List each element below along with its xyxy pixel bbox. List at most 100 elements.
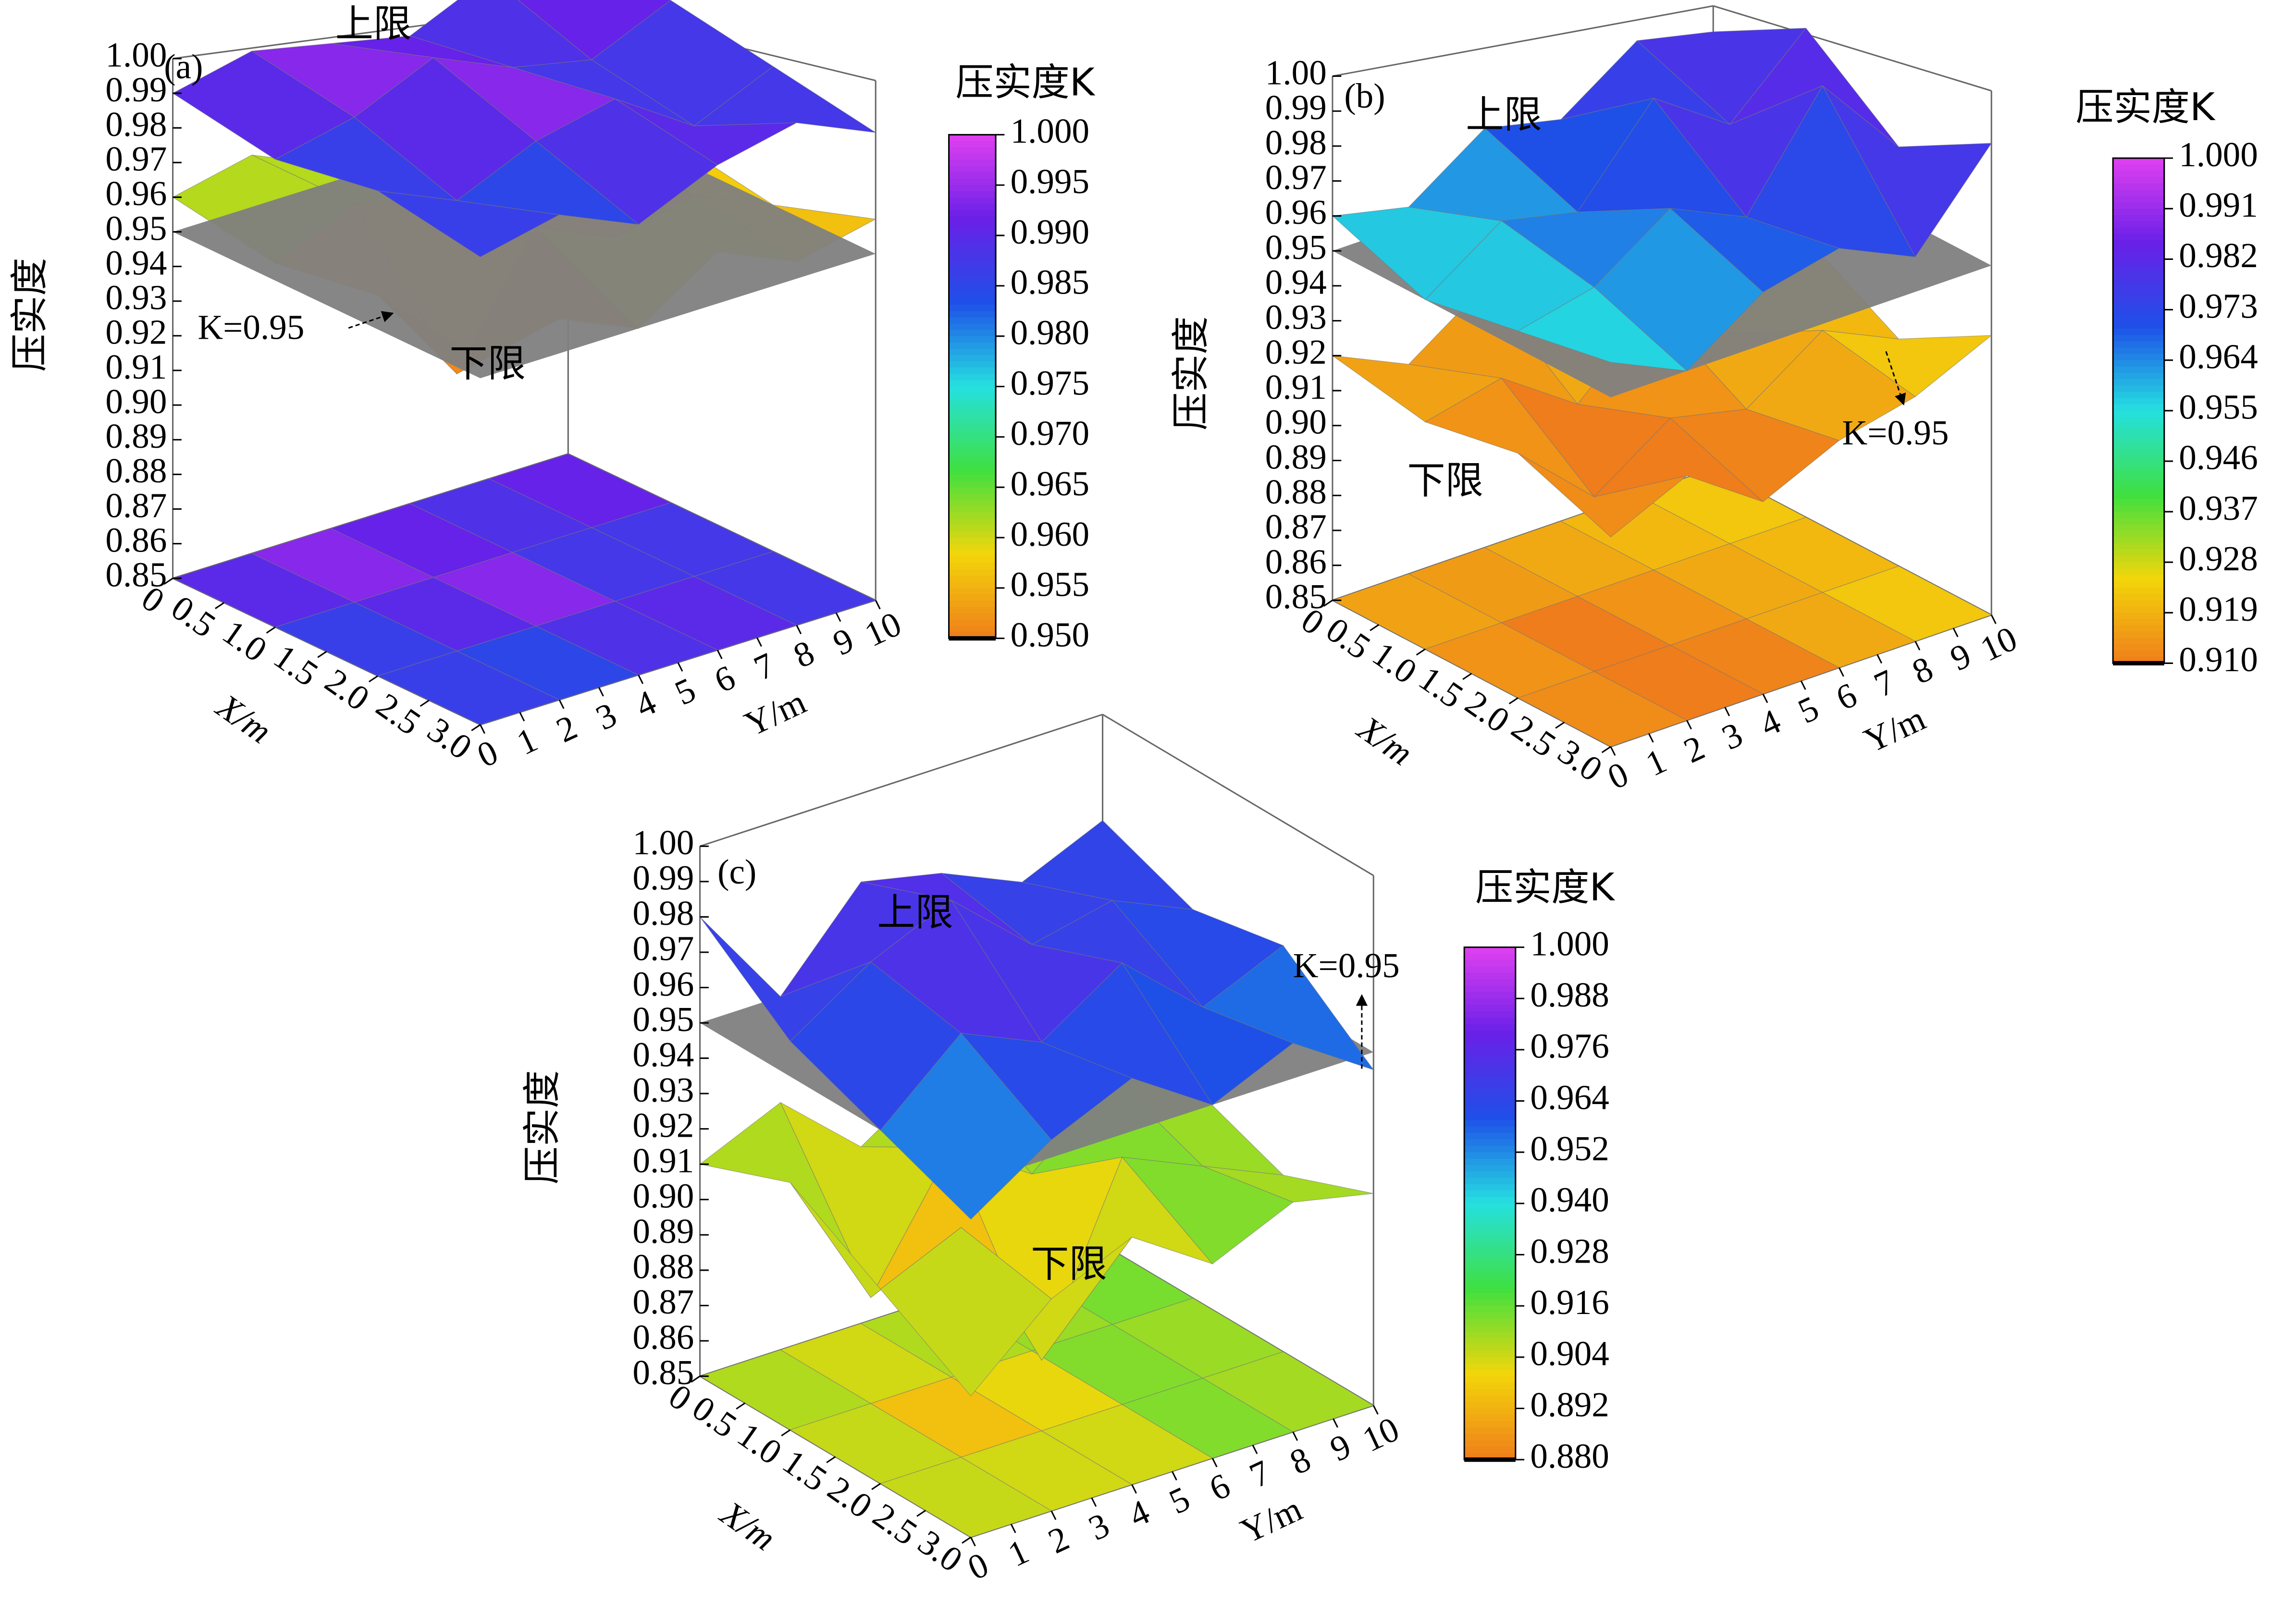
upper-label: 上限: [335, 1, 411, 46]
y-tick-label: 6: [708, 658, 741, 700]
colorbar-tick-label: 0.928: [1530, 1231, 1609, 1270]
y-tick-label: 7: [1868, 662, 1901, 705]
z-tick-label: 0.93: [1265, 297, 1327, 336]
colorbar-slice: [949, 481, 996, 489]
x-tick: [781, 1429, 791, 1437]
colorbar-slice: [949, 317, 996, 325]
colorbar-slice: [1464, 1145, 1516, 1154]
colorbar-slice: [949, 298, 996, 306]
colorbar-slice: [1464, 1210, 1516, 1217]
colorbar-slice: [1464, 1287, 1516, 1294]
colorbar-slice: [1464, 1075, 1516, 1083]
x-tick: [962, 1536, 972, 1544]
y-tick: [716, 650, 723, 659]
lower-label: 下限: [1407, 458, 1483, 503]
z-tick-label: 0.97: [632, 929, 694, 968]
colorbar-slice: [1464, 1306, 1516, 1314]
colorbar-slice: [2113, 436, 2164, 443]
y-tick-label: 7: [1244, 1452, 1276, 1495]
colorbar-tick-label: 0.919: [2179, 590, 2258, 628]
y-tick-label: 10: [1357, 1409, 1405, 1459]
colorbar-slice: [949, 336, 996, 344]
y-tick-label: 1: [1002, 1532, 1034, 1574]
lower-surface-cell: [880, 1227, 1052, 1397]
colorbar-slice: [1464, 1370, 1516, 1377]
colorbar-slice: [949, 141, 996, 148]
colorbar-slice: [1464, 1383, 1516, 1390]
colorbar-slice: [2113, 259, 2164, 267]
colorbar-slice: [2113, 631, 2164, 639]
y-tick-label: 3: [590, 695, 622, 737]
y-tick-label: 5: [1163, 1479, 1196, 1522]
colorbar-slice: [1464, 998, 1516, 1006]
lower-label: 下限: [1031, 1241, 1107, 1286]
y-tick: [519, 712, 525, 722]
z-tick-label: 0.90: [1265, 403, 1327, 442]
colorbar-slice: [949, 424, 996, 432]
colorbar-slice: [949, 166, 996, 173]
y-tick-label: 1: [1640, 741, 1672, 784]
colorbar-slice: [1464, 1344, 1516, 1352]
colorbar-slice: [2113, 613, 2164, 620]
colorbar-slice: [2113, 651, 2164, 658]
z-tick-label: 0.90: [105, 382, 167, 421]
colorbar-slice: [1464, 1434, 1516, 1441]
colorbar-slice: [2113, 619, 2164, 626]
y-tick: [1211, 1458, 1218, 1468]
colorbar-slice: [1464, 1325, 1516, 1333]
colorbar-title: 压实度K: [1475, 865, 1616, 909]
colorbar-slice: [1464, 1165, 1516, 1173]
colorbar-title: 压实度K: [955, 60, 1096, 104]
colorbar-slice: [2113, 600, 2164, 608]
colorbar-slice: [949, 210, 996, 218]
colorbar-slice: [949, 500, 996, 507]
y-tick: [1686, 720, 1692, 730]
colorbar-slice: [1464, 1152, 1516, 1160]
box-edge: [1332, 5, 1714, 77]
colorbar-slice: [1464, 960, 1516, 968]
colorbar-slice: [949, 626, 996, 633]
colorbar-slice: [949, 418, 996, 425]
colorbar-slice: [2113, 430, 2164, 437]
colorbar-slice: [949, 267, 996, 274]
colorbar-slice: [2113, 335, 2164, 343]
colorbar-tick-label: 0.991: [2179, 185, 2258, 224]
colorbar-slice: [2113, 417, 2164, 424]
upper-surface-cell: [880, 1032, 1052, 1220]
colorbar-slice: [2113, 593, 2164, 601]
colorbar-slice: [2113, 549, 2164, 557]
colorbar-slice: [1464, 1107, 1516, 1115]
colorbar-slice: [949, 285, 996, 293]
colorbar-tick-label: 0.964: [2179, 337, 2258, 376]
colorbar-tick-label: 0.965: [1011, 464, 1090, 503]
colorbar-tick-label: 1.000: [2179, 135, 2258, 174]
colorbar-slice: [949, 242, 996, 249]
y-tick: [1333, 1418, 1338, 1428]
y-tick-label: 10: [1975, 619, 2023, 669]
colorbar-slice: [2113, 322, 2164, 330]
colorbar-tick-label: 0.955: [1011, 565, 1090, 604]
y-tick-label: 0: [471, 732, 504, 775]
colorbar-tick-label: 0.964: [1530, 1078, 1609, 1117]
colorbar-slice: [2113, 196, 2164, 203]
colorbar-slice: [2113, 233, 2164, 241]
colorbar-slice: [1464, 1229, 1516, 1237]
z-tick-label: 0.90: [632, 1177, 694, 1216]
colorbar-slice: [1464, 1088, 1516, 1096]
z-tick-label: 0.94: [1265, 263, 1327, 302]
colorbar-slice: [949, 556, 996, 564]
colorbar-slice: [949, 279, 996, 287]
z-tick-label: 0.86: [105, 520, 167, 559]
upper-label: 上限: [877, 890, 953, 934]
annotation-arrow: [348, 311, 394, 329]
colorbar-tick-label: 0.937: [2179, 489, 2258, 528]
z-tick-label: 1.00: [1265, 53, 1327, 92]
colorbar-slice: [949, 179, 996, 186]
colorbar-tick-label: 0.988: [1530, 975, 1609, 1014]
colorbar-slice: [949, 537, 996, 545]
colorbar-slice: [1464, 1043, 1516, 1051]
y-tick: [1610, 746, 1616, 756]
colorbar-slice: [1464, 1395, 1516, 1403]
colorbar-slice: [1464, 1447, 1516, 1454]
